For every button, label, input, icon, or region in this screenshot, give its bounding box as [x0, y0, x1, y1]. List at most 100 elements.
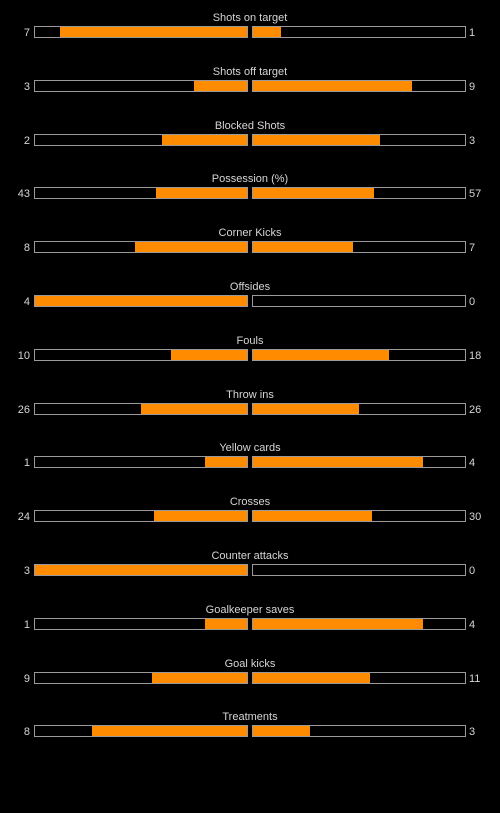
- stat-row: Crosses 24 30: [0, 484, 500, 538]
- stat-label: Counter attacks: [211, 549, 289, 562]
- home-bar: [34, 26, 248, 38]
- stat-label: Crosses: [229, 496, 271, 509]
- stat-row: Blocked Shots 2 3: [0, 108, 500, 162]
- home-value: 3: [23, 80, 30, 93]
- stat-row: Shots off target 3 9: [0, 54, 500, 108]
- home-bar: [34, 241, 248, 254]
- away-bar: [252, 348, 466, 361]
- home-bar-fill: [60, 27, 247, 37]
- home-bar-fill: [141, 403, 247, 414]
- home-value: 43: [17, 188, 30, 201]
- away-value: 4: [469, 457, 476, 470]
- home-value: 8: [23, 242, 30, 255]
- stat-label: Goalkeeper saves: [205, 603, 295, 616]
- away-value: 18: [469, 349, 482, 362]
- home-bar-fill: [155, 188, 247, 199]
- stat-label: Corner Kicks: [218, 227, 282, 240]
- stat-row: Offsides 4 0: [0, 269, 500, 323]
- home-bar-fill: [35, 564, 247, 575]
- home-bar-fill: [162, 134, 247, 145]
- away-bar-fill: [253, 80, 412, 91]
- stat-row: Yellow cards 1 4: [0, 430, 500, 484]
- home-bar: [34, 671, 248, 684]
- home-value: 1: [23, 618, 30, 631]
- stat-label: Goal kicks: [224, 657, 276, 670]
- stat-row: Treatments 8 3: [0, 699, 500, 753]
- away-value: 7: [469, 242, 476, 255]
- stat-label: Shots on target: [212, 12, 288, 24]
- match-stats-panel: Shots on target 7 1 Shots off target 3 9 Block…: [0, 0, 500, 753]
- stat-row: Possession (%) 43 57: [0, 161, 500, 215]
- home-bar: [34, 510, 248, 523]
- home-bar-fill: [134, 242, 247, 253]
- away-bar-fill: [253, 511, 372, 522]
- home-bar-fill: [194, 80, 247, 91]
- away-value: 30: [469, 511, 482, 524]
- away-value: 26: [469, 403, 482, 416]
- home-value: 9: [23, 672, 30, 685]
- home-bar: [34, 456, 248, 469]
- away-bar: [252, 294, 466, 307]
- away-bar: [252, 26, 466, 38]
- away-value: 11: [469, 672, 481, 685]
- home-value: 3: [23, 564, 30, 577]
- away-value: 3: [469, 134, 476, 147]
- home-bar: [34, 402, 248, 415]
- home-value: 10: [17, 349, 30, 362]
- away-bar-fill: [253, 672, 370, 683]
- home-bar: [34, 725, 248, 738]
- away-bar-fill: [253, 242, 353, 253]
- home-bar-fill: [151, 672, 247, 683]
- stat-label: Blocked Shots: [214, 119, 286, 132]
- stat-label: Fouls: [236, 334, 264, 347]
- home-value: 2: [23, 134, 30, 147]
- home-bar: [34, 348, 248, 361]
- away-bar: [252, 133, 466, 146]
- home-value: 4: [23, 295, 30, 308]
- stat-label: Offsides: [229, 280, 271, 293]
- away-bar: [252, 79, 466, 92]
- away-value: 0: [469, 564, 476, 577]
- away-bar-fill: [253, 618, 423, 629]
- away-bar: [252, 241, 466, 254]
- home-bar-fill: [204, 457, 247, 468]
- away-value: 1: [469, 27, 476, 39]
- away-value: 4: [469, 618, 476, 631]
- home-bar-fill: [153, 511, 247, 522]
- home-bar: [34, 617, 248, 630]
- stat-row: Shots on target 7 1: [0, 0, 500, 54]
- stat-row: Throw ins 26 26: [0, 377, 500, 431]
- away-value: 57: [469, 188, 482, 201]
- home-value: 24: [17, 511, 30, 524]
- away-bar: [252, 402, 466, 415]
- stat-label: Shots off target: [212, 65, 288, 78]
- home-value: 8: [23, 726, 30, 739]
- away-bar: [252, 187, 466, 200]
- stat-label: Yellow cards: [219, 442, 281, 455]
- home-bar-fill: [204, 618, 247, 629]
- stat-label: Treatments: [222, 711, 278, 724]
- home-bar-fill: [170, 349, 247, 360]
- away-value: 3: [469, 726, 476, 739]
- away-bar-fill: [253, 457, 423, 468]
- away-bar: [252, 617, 466, 630]
- stat-row: Goal kicks 9 11: [0, 646, 500, 700]
- away-bar-fill: [253, 349, 389, 360]
- away-bar-fill: [253, 403, 359, 414]
- away-bar: [252, 563, 466, 576]
- away-bar-fill: [253, 134, 381, 145]
- stat-row: Corner Kicks 8 7: [0, 215, 500, 269]
- home-bar: [34, 563, 248, 576]
- away-bar: [252, 510, 466, 523]
- away-bar-fill: [253, 188, 374, 199]
- home-bar: [34, 294, 248, 307]
- home-value: 26: [17, 403, 30, 416]
- home-value: 7: [23, 27, 30, 39]
- stat-row: Counter attacks 3 0: [0, 538, 500, 592]
- home-bar: [34, 79, 248, 92]
- away-bar: [252, 456, 466, 469]
- away-bar-fill: [253, 27, 281, 37]
- home-bar-fill: [35, 295, 247, 306]
- away-value: 9: [469, 80, 476, 93]
- stat-row: Fouls 10 18: [0, 323, 500, 377]
